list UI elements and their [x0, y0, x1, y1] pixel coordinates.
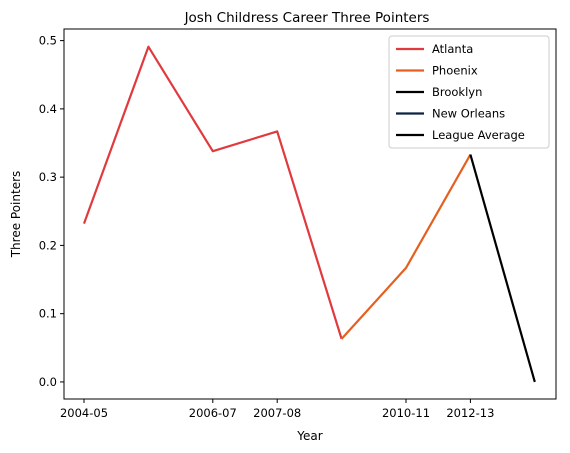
legend-label: Brooklyn [432, 85, 482, 99]
x-tick-label: 2007-08 [253, 406, 301, 420]
legend-label: League Average [432, 128, 525, 142]
x-tick-label: 2012-13 [446, 406, 494, 420]
y-tick-label: 0.1 [39, 307, 57, 321]
series-line-atlanta [82, 45, 343, 340]
series-line-brooklyn [469, 154, 536, 383]
y-tick-label: 0.3 [39, 170, 57, 184]
x-axis-label: Year [296, 429, 322, 443]
y-tick-label: 0.2 [39, 238, 57, 252]
y-tick-label: 0.4 [39, 102, 57, 116]
x-tick-label: 2004-05 [60, 406, 108, 420]
legend-label: Phoenix [432, 64, 478, 78]
x-axis: 2004-05 2006-07 2007-08 2010-11 2012-13 [60, 399, 494, 420]
chart-title: Josh Childress Career Three Pointers [184, 10, 430, 26]
legend-label: Atlanta [432, 42, 473, 56]
series-lines [82, 45, 536, 383]
y-axis: 0.0 0.1 0.2 0.3 0.4 0.5 [39, 34, 64, 389]
y-tick-label: 0.0 [39, 375, 57, 389]
y-axis-label: Three Pointers [9, 171, 23, 259]
y-tick-label: 0.5 [39, 34, 57, 48]
series-line-phoenix [340, 154, 472, 340]
x-tick-label: 2006-07 [189, 406, 237, 420]
x-tick-label: 2010-11 [382, 406, 430, 420]
legend: Atlanta Phoenix Brooklyn New Orleans League … [388, 35, 550, 149]
legend-label: New Orleans [432, 107, 505, 121]
legend-box [388, 35, 550, 149]
